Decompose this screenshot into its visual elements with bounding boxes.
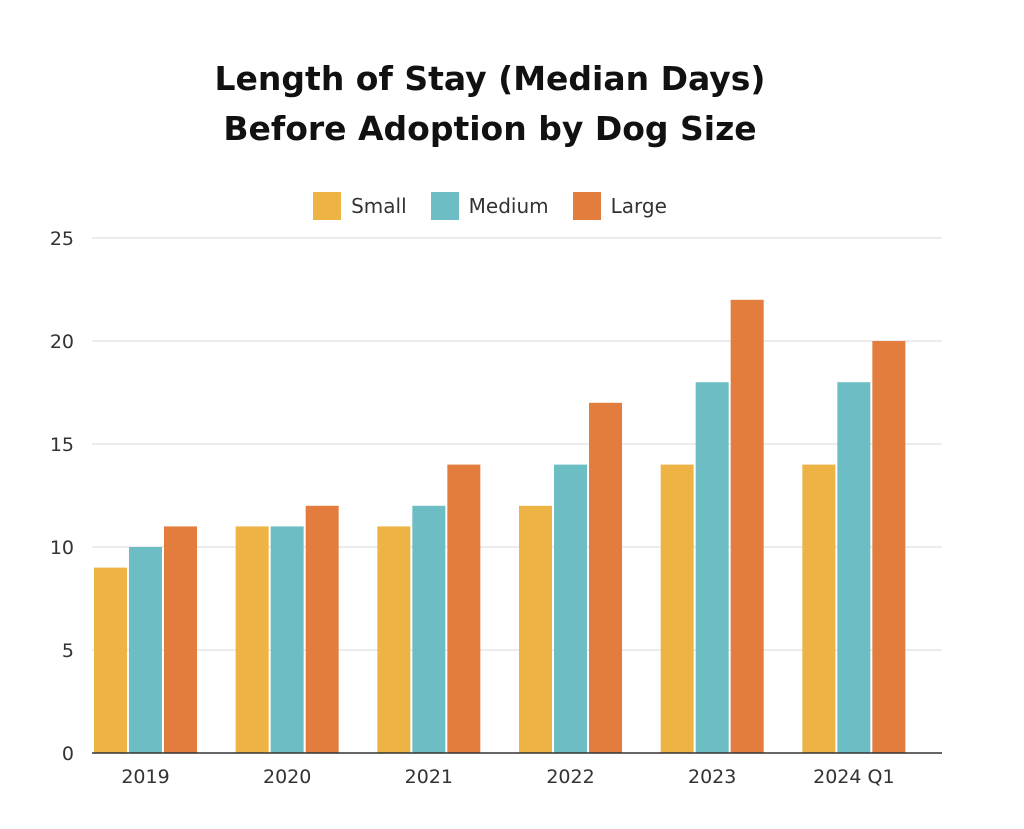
bar-small-2020 (235, 526, 269, 753)
bar-large-2020 (305, 505, 339, 753)
x-tick-label-2021: 2021 (405, 766, 453, 788)
legend-item-medium: Medium (430, 192, 549, 220)
bar-small-2021 (377, 526, 411, 753)
y-tick-label-25: 25 (50, 228, 74, 250)
bar-medium-2022 (554, 464, 587, 753)
x-tick-label-2022: 2022 (546, 766, 594, 788)
legend-swatch-medium (430, 192, 459, 220)
x-tick-label-2023: 2023 (688, 766, 736, 788)
bar-small-2023 (660, 464, 694, 753)
bar-small-2019 (94, 567, 127, 753)
legend-swatch-small (313, 192, 342, 220)
bar-medium-2020 (270, 526, 304, 753)
legend-label-large: Large (610, 194, 667, 218)
chart-title: Length of Stay (Median Days) Before Adop… (0, 54, 980, 154)
x-tick-label-2019: 2019 (121, 766, 169, 788)
bar-large-2024-q1 (872, 341, 906, 753)
bar-large-2023 (730, 299, 764, 753)
legend-label-medium: Medium (468, 194, 549, 218)
chart-title-line-1: Length of Stay (Median Days) (214, 59, 766, 98)
bar-small-2024-q1 (802, 464, 836, 753)
bar-large-2022 (589, 402, 622, 753)
y-tick-label-10: 10 (50, 537, 74, 559)
y-tick-label-0: 0 (62, 743, 74, 765)
bar-medium-2019 (129, 547, 162, 753)
bar-medium-2023 (695, 382, 729, 753)
bar-large-2019 (164, 526, 197, 753)
x-tick-label-2020: 2020 (263, 766, 311, 788)
legend-item-small: Small (313, 192, 407, 220)
bar-medium-2021 (412, 505, 446, 753)
bar-small-2022 (519, 505, 552, 753)
legend-label-small: Small (351, 194, 407, 218)
y-tick-label-15: 15 (50, 434, 74, 456)
legend-swatch-large (572, 192, 601, 220)
chart-title-line-2: Before Adoption by Dog Size (223, 109, 757, 148)
bar-medium-2024-q1 (837, 382, 871, 753)
y-tick-label-20: 20 (50, 331, 74, 353)
chart-legend: Small Medium Large (0, 192, 980, 220)
bar-large-2021 (447, 464, 481, 753)
y-tick-label-5: 5 (62, 640, 74, 662)
x-tick-label-2024-q1: 2024 Q1 (813, 766, 894, 788)
legend-item-large: Large (572, 192, 667, 220)
